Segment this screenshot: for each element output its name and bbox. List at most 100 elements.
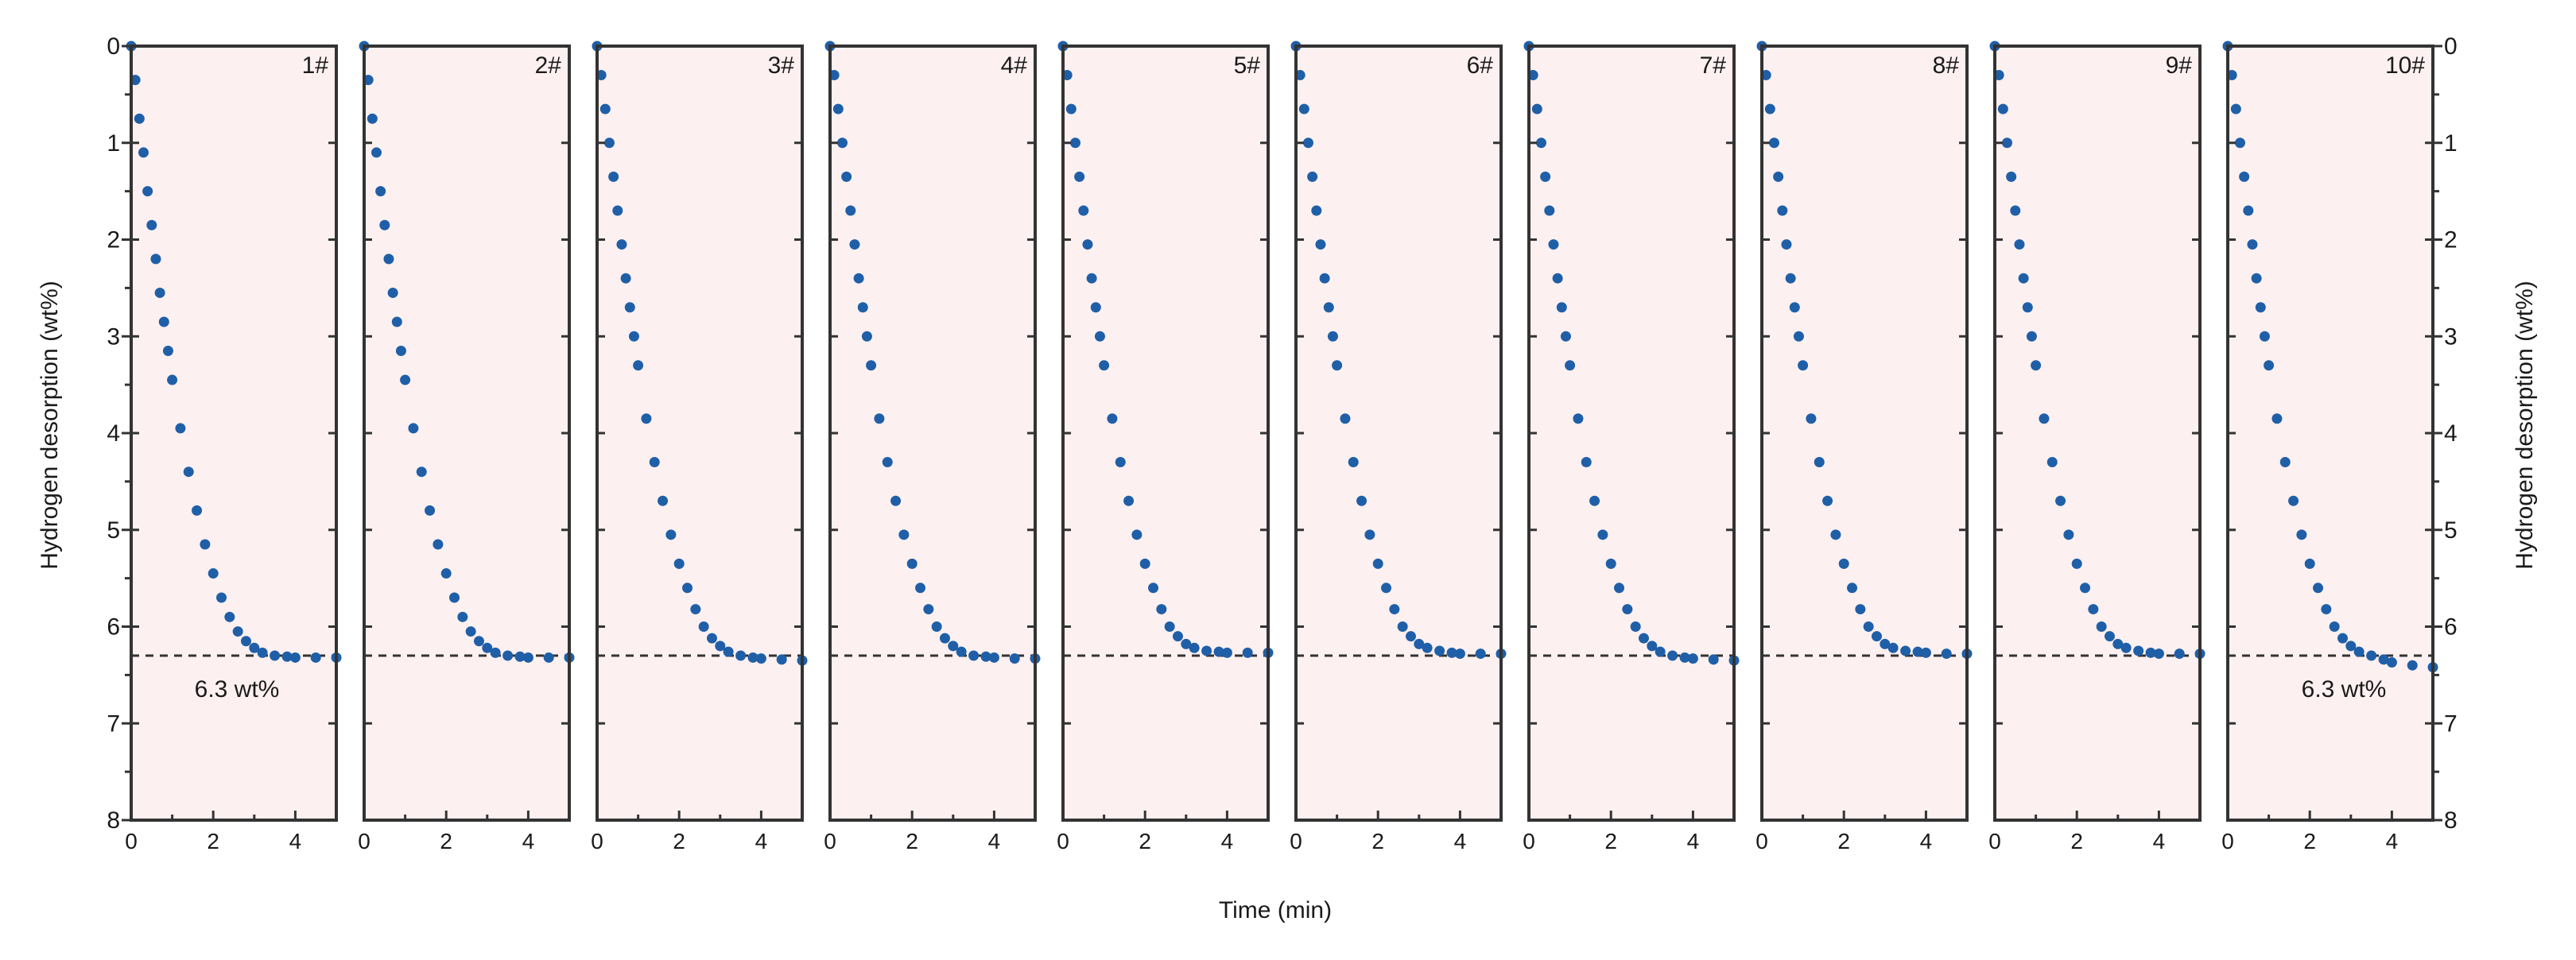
data-point bbox=[249, 642, 260, 653]
data-point bbox=[1798, 360, 1809, 371]
data-point bbox=[1372, 558, 1383, 569]
data-point bbox=[2366, 650, 2377, 661]
reference-label-left: 6.3 wt% bbox=[195, 676, 280, 703]
data-point bbox=[923, 604, 934, 615]
panel-label: 9# bbox=[2166, 52, 2193, 79]
data-point bbox=[616, 239, 627, 250]
data-point bbox=[1311, 205, 1322, 216]
data-point bbox=[1806, 413, 1817, 424]
data-point bbox=[2264, 360, 2275, 371]
data-point bbox=[1139, 558, 1150, 569]
data-point bbox=[1082, 239, 1093, 250]
data-point bbox=[1189, 642, 1200, 653]
data-point bbox=[440, 568, 452, 579]
panel-1: 1# 0 2 4 bbox=[125, 41, 342, 854]
data-point bbox=[408, 423, 419, 434]
data-point bbox=[1880, 638, 1891, 649]
data-point bbox=[1475, 648, 1486, 660]
data-point bbox=[1581, 457, 1592, 468]
panel-9: 9# 0 2 4 bbox=[1988, 41, 2206, 854]
data-point bbox=[2407, 660, 2418, 671]
x-tick-label: 2 bbox=[673, 829, 685, 854]
data-point bbox=[1630, 621, 1641, 632]
data-point bbox=[1327, 331, 1338, 342]
x-tick-label: 0 bbox=[2221, 829, 2234, 854]
y-tick-label-left: 1 bbox=[107, 130, 120, 157]
data-point bbox=[1655, 646, 1666, 657]
data-point bbox=[1434, 645, 1445, 656]
data-point bbox=[1871, 631, 1882, 642]
data-point bbox=[857, 302, 868, 313]
x-tick-label: 0 bbox=[1057, 829, 1069, 854]
data-point bbox=[723, 646, 734, 657]
x-tick-label: 0 bbox=[591, 829, 603, 854]
data-point bbox=[289, 652, 301, 663]
x-tick-label: 4 bbox=[522, 829, 535, 854]
data-point bbox=[599, 103, 611, 114]
data-point bbox=[2234, 137, 2245, 149]
data-point bbox=[1446, 647, 1457, 658]
data-point bbox=[1323, 302, 1334, 313]
data-point bbox=[658, 495, 669, 506]
data-point bbox=[1086, 273, 1097, 284]
y-tick-label-left: 3 bbox=[107, 323, 120, 350]
data-point bbox=[1156, 604, 1167, 615]
data-point bbox=[1556, 302, 1567, 313]
y-tick-label-left: 8 bbox=[107, 807, 120, 834]
data-point bbox=[2386, 657, 2397, 668]
data-point bbox=[861, 331, 872, 342]
data-point bbox=[1638, 633, 1649, 644]
data-point bbox=[1397, 621, 1408, 632]
data-point bbox=[2120, 642, 2132, 653]
data-point bbox=[682, 583, 693, 594]
data-point bbox=[1348, 457, 1359, 468]
data-point bbox=[142, 186, 153, 197]
data-point bbox=[2378, 654, 2389, 665]
data-point bbox=[2133, 645, 2144, 656]
data-point bbox=[281, 651, 293, 662]
data-point bbox=[1789, 302, 1800, 313]
data-point bbox=[240, 636, 251, 647]
data-point bbox=[1009, 653, 1020, 664]
data-point bbox=[1364, 529, 1375, 540]
data-point bbox=[735, 650, 747, 661]
data-point bbox=[1131, 529, 1143, 540]
data-point bbox=[400, 374, 411, 385]
data-point bbox=[608, 171, 619, 182]
data-point bbox=[849, 239, 860, 250]
data-point bbox=[2247, 239, 2258, 250]
data-point bbox=[890, 495, 902, 506]
x-tick-label: 0 bbox=[125, 829, 138, 854]
data-point bbox=[1830, 529, 1841, 540]
x-tick-label: 4 bbox=[1221, 829, 1234, 854]
x-tick-label: 4 bbox=[2386, 829, 2399, 854]
data-point bbox=[673, 558, 685, 569]
data-point bbox=[1381, 583, 1392, 594]
data-point bbox=[1172, 631, 1183, 642]
data-point bbox=[2345, 641, 2357, 652]
data-point bbox=[2006, 171, 2017, 182]
data-point bbox=[224, 611, 235, 622]
data-point bbox=[1148, 583, 1159, 594]
data-point bbox=[1535, 137, 1546, 149]
data-point bbox=[882, 457, 893, 468]
data-point bbox=[931, 621, 942, 632]
data-point bbox=[845, 205, 856, 216]
y-tick-label-right: 3 bbox=[2444, 323, 2458, 350]
data-point bbox=[183, 466, 194, 478]
data-point bbox=[1340, 413, 1351, 424]
data-point bbox=[1764, 103, 1775, 114]
data-point bbox=[2026, 331, 2037, 342]
data-point bbox=[370, 147, 382, 158]
data-point bbox=[2018, 273, 2029, 284]
data-point bbox=[2337, 633, 2348, 644]
y-tick-label-left: 7 bbox=[107, 710, 120, 737]
data-point bbox=[2259, 331, 2270, 342]
data-point bbox=[543, 652, 554, 663]
data-point bbox=[2055, 495, 2066, 506]
data-point bbox=[665, 529, 677, 540]
panel-background bbox=[131, 46, 336, 820]
data-point bbox=[482, 642, 493, 653]
data-point bbox=[1332, 360, 1343, 371]
data-point bbox=[1920, 647, 1931, 658]
